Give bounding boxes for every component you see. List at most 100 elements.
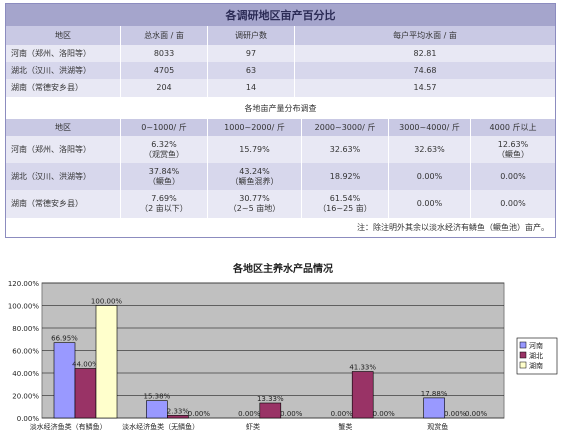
table-title: 各调研地区亩产百分比 [6, 4, 555, 26]
bar [167, 415, 189, 419]
table-row: 湖南（常德安乡县） 204 14 14.57 [6, 79, 555, 97]
cell-value: 32.63% [302, 136, 389, 163]
header-cell-range: 0~1000/ 斤 [121, 119, 208, 136]
cell-value: 8033 [121, 45, 208, 62]
cell-note: （2 亩以下） [140, 204, 188, 213]
cell-region: 河南（郑州、洛阳等） [6, 45, 121, 62]
cell-value: 0.00% [389, 190, 471, 218]
cell-region: 湖北（汉川、洪湖等） [6, 163, 121, 190]
cell-percent: 43.24% [239, 166, 270, 176]
cell-value: 97 [208, 45, 295, 62]
product-chart: 各地区主养水产品情况 0.00% 20.00% 40.00% 60.00% 80.00%… [0, 250, 566, 444]
data-label: 15.38% [144, 393, 171, 401]
cell-note: （鳜鱼） [497, 149, 529, 159]
header-cell-range: 2000~3000/ 斤 [302, 119, 389, 136]
y-tick-label: 120.00% [8, 280, 39, 288]
cell-percent: 12.63% [497, 139, 529, 149]
cell-value: 30.77% （2~5 亩地） [208, 190, 302, 218]
data-label: 2.33% [167, 407, 190, 415]
cell-value: 74.68 [413, 65, 437, 75]
cell-percent: 37.84% [148, 166, 180, 176]
cell-note: （2~5 亩地） [228, 204, 281, 213]
data-label: 0.00% [373, 410, 396, 418]
data-label: 0.00% [444, 410, 467, 418]
data-label: 0.00% [238, 410, 261, 418]
data-label: 0.00% [188, 410, 211, 418]
y-tick-label: 60.00% [12, 348, 39, 356]
cell-value: 0.00% [389, 163, 471, 190]
cell-region: 湖南（常德安乡县） [6, 79, 121, 97]
header-cell-households: 调研户数 [208, 26, 295, 45]
table-subtitle: 各地亩产量分布调查 [6, 97, 555, 119]
table-row: 河南（郑州、洛阳等） 8033 97 82.81 [6, 45, 555, 62]
table-row: 湖南（常德安乡县） 7.69% （2 亩以下） 30.77% （2~5 亩地） 61… [6, 190, 555, 218]
bar [74, 368, 97, 419]
bar [95, 305, 118, 419]
cell-value: 14 [208, 79, 295, 97]
header-cell-avg-area: 每户平均水面 / 亩 [393, 30, 457, 40]
cell-percent: 30.77% [239, 194, 270, 203]
header-cell-range: 1000~2000/ 斤 [208, 119, 302, 136]
cell-percent: 7.69% [151, 194, 177, 203]
cell-value: 0.00% [500, 171, 526, 181]
x-tick-label: 虾类 [246, 422, 260, 431]
table-row: 湖北（汉川、洪湖等） 37.84% （鳜鱼） 43.24% （鳜鱼混养） 18.92… [6, 163, 555, 190]
data-label: 0.00% [465, 410, 488, 418]
x-tick-label: 淡水经济鱼类（无鳞鱼） [122, 422, 199, 431]
bar [423, 397, 445, 419]
cell-value: 43.24% （鳜鱼混养） [208, 163, 302, 190]
table-row: 河南（郑州、洛阳等） 6.32% （观赏鱼） 15.79% 32.63% 32.6… [6, 136, 555, 163]
table-header-row: 地区 总水面 / 亩 调研户数 每户平均水面 / 亩 [6, 26, 555, 45]
legend-label: 湖南 [529, 361, 543, 370]
bar [53, 342, 76, 419]
header-cell-range: 4000 斤以上 [489, 122, 537, 132]
bar [259, 402, 282, 419]
data-label: 13.33% [257, 395, 284, 403]
data-label: 0.00% [331, 410, 354, 418]
data-label: 0.00% [280, 410, 303, 418]
legend-label: 河南 [529, 341, 543, 350]
cell-region: 湖北（汉川、洪湖等） [6, 62, 121, 79]
cell-value: 0.00% [500, 199, 526, 208]
table-header-row: 地区 0~1000/ 斤 1000~2000/ 斤 2000~3000/ 斤 3… [6, 119, 555, 136]
header-cell-range: 3000~4000/ 斤 [389, 119, 471, 136]
cell-value: 82.81 [413, 48, 437, 58]
header-cell-region: 地区 [6, 26, 121, 45]
y-tick-label: 20.00% [12, 393, 39, 401]
cell-percent: 61.54% [329, 194, 361, 203]
cell-value: 61.54% （16~25 亩） [302, 190, 389, 218]
data-label: 66.95% [51, 335, 78, 343]
cell-value: 37.84% （鳜鱼） [121, 163, 208, 190]
table-row: 湖北（汉川、洪湖等） 4705 63 74.68 [6, 62, 555, 79]
cell-value: 204 [121, 79, 208, 97]
cell-region: 河南（郑州、洛阳等） [6, 136, 121, 163]
yield-table: 各调研地区亩产百分比 地区 总水面 / 亩 调研户数 每户平均水面 / 亩 河南… [5, 3, 556, 238]
bar [146, 400, 168, 419]
data-label: 44.00% [72, 361, 99, 369]
x-tick-label: 蟹类 [338, 422, 352, 431]
cell-note: （16~25 亩） [318, 204, 372, 213]
cell-value: 18.92% [302, 163, 389, 190]
x-tick-label: 观赏鱼 [427, 422, 448, 431]
cell-value: 14.57 [413, 83, 437, 92]
legend-swatch [519, 341, 527, 349]
data-label: 100.00% [91, 298, 122, 306]
y-tick-label: 40.00% [12, 370, 39, 378]
data-label: 17.88% [421, 390, 448, 398]
chart-title: 各地区主养水产品情况 [233, 264, 333, 275]
cell-value: 6.32% （观赏鱼） [121, 136, 208, 163]
cell-note: （鳜鱼） [148, 176, 180, 186]
cell-note: （鳜鱼混养） [230, 176, 279, 186]
cell-percent: 6.32% [151, 139, 177, 149]
x-tick-label: 淡水经济鱼类（有鳞鱼） [30, 422, 107, 431]
legend-swatch [519, 351, 527, 359]
cell-value: 12.63% （鳜鱼） [471, 136, 555, 163]
cell-value: 63 [208, 62, 295, 79]
data-label: 41.33% [349, 364, 376, 372]
cell-value: 7.69% （2 亩以下） [121, 190, 208, 218]
table-note: 注：除注明外其余以淡水经济有鳞鱼（鳜鱼池）亩产。 [6, 218, 555, 237]
y-tick-label: 100.00% [8, 303, 39, 311]
cell-value: 15.79% [208, 136, 302, 163]
legend-label: 湖北 [529, 351, 543, 360]
cell-value: 4705 [121, 62, 208, 79]
